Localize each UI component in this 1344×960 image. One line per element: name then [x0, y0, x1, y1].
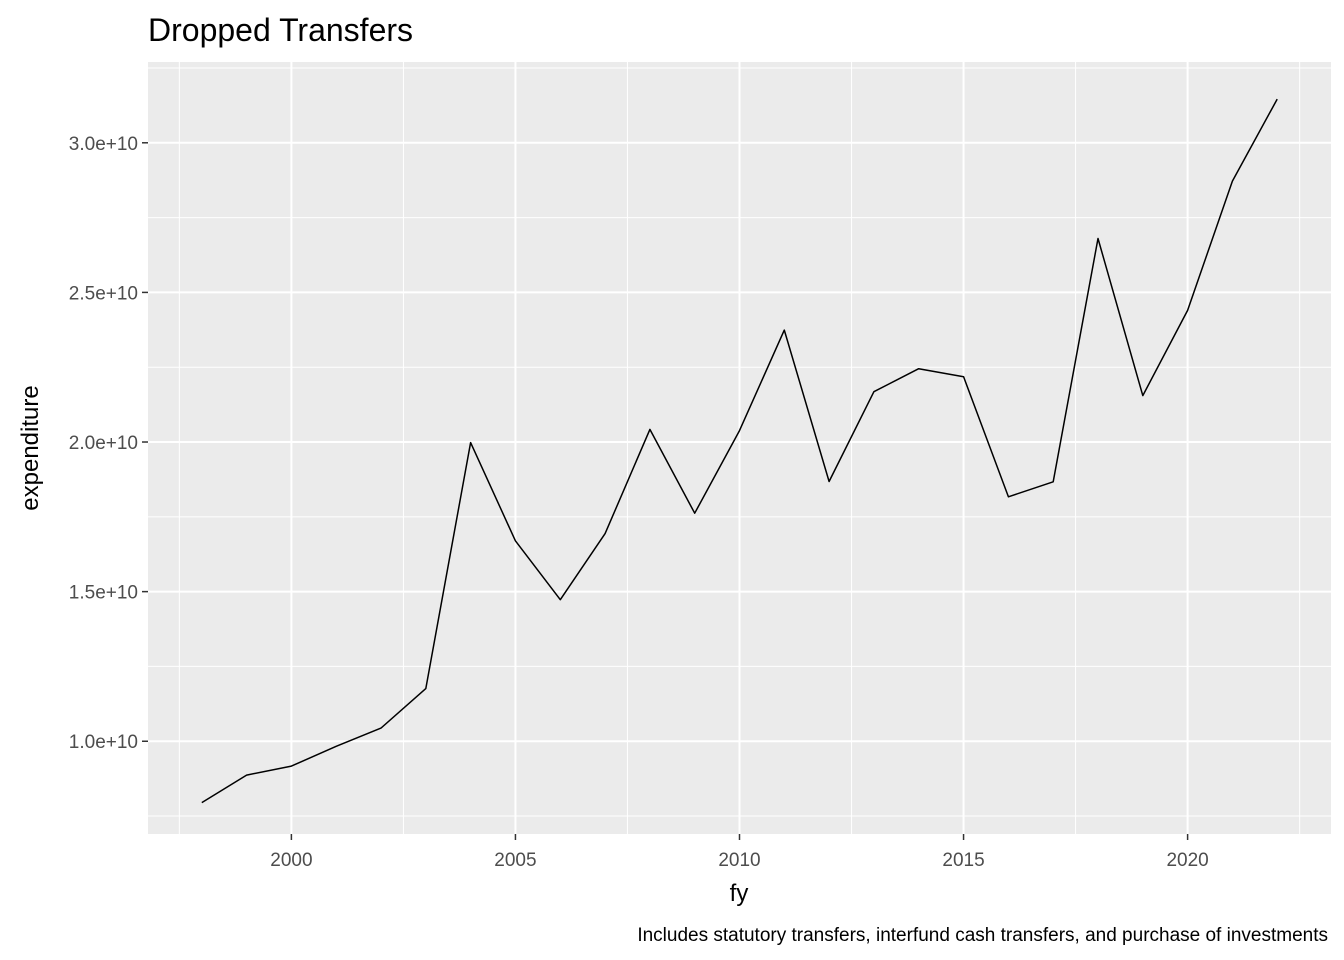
x-tick-label: 2005: [494, 850, 536, 871]
chart-caption: Includes statutory transfers, interfund …: [637, 925, 1328, 946]
chart-title: Dropped Transfers: [148, 12, 413, 48]
x-tick-label: 2020: [1166, 850, 1208, 871]
x-tick-label: 2010: [718, 850, 760, 871]
x-axis: 2000 2005 2010 2015 2020: [270, 834, 1209, 871]
y-tick-label: 1.0e+10: [69, 732, 138, 753]
x-tick-label: 2000: [270, 850, 312, 871]
major-gridlines: [148, 62, 1331, 834]
x-tick-label: 2015: [942, 850, 984, 871]
y-tick-label: 2.5e+10: [69, 283, 138, 304]
y-tick-label: 1.5e+10: [69, 583, 138, 604]
x-axis-title: fy: [730, 880, 749, 907]
y-axis-title: expenditure: [17, 385, 44, 510]
y-axis: 1.0e+10 1.5e+10 2.0e+10 2.5e+10 3.0e+10: [69, 134, 148, 753]
series-line: [201, 98, 1278, 804]
y-tick-label: 2.0e+10: [69, 433, 138, 454]
y-tick-label: 3.0e+10: [69, 134, 138, 155]
